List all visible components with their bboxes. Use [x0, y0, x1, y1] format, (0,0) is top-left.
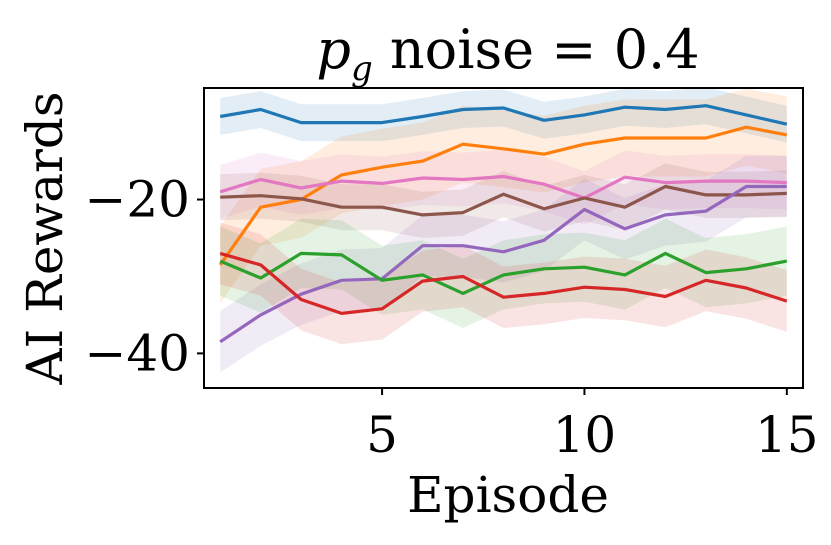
y-axis-ticks: −20 −40: [84, 171, 204, 382]
series-lines: [218, 104, 788, 344]
band-brown: [220, 163, 787, 238]
x-tick-label: 5: [366, 406, 398, 464]
chart-title: pg noise = 0.4: [316, 18, 699, 89]
line-blue: [219, 104, 788, 126]
band-orange: [220, 88, 787, 304]
plot-frame: [203, 87, 804, 389]
y-axis-label: AI Rewards: [16, 91, 74, 385]
band-blue: [220, 87, 787, 143]
y-tick-label: −40: [84, 324, 190, 382]
line-green: [219, 251, 788, 295]
line-red: [219, 251, 788, 315]
title-rest: noise = 0.4: [373, 18, 700, 81]
line-pink: [219, 174, 787, 200]
band-purple: [220, 155, 787, 373]
y-tick-label: −20: [84, 171, 190, 229]
confidence-bands: [220, 87, 787, 373]
line-brown: [220, 184, 787, 217]
x-axis-ticks: 5 10 15: [366, 388, 819, 464]
x-tick-label: 10: [553, 406, 617, 464]
title-subscript: g: [351, 49, 373, 89]
line-orange: [218, 125, 788, 266]
title-main: p: [316, 18, 351, 81]
x-tick-label: 15: [755, 406, 819, 464]
x-axis-label: Episode: [407, 466, 609, 524]
line-purple: [219, 184, 787, 344]
band-red: [220, 222, 787, 345]
